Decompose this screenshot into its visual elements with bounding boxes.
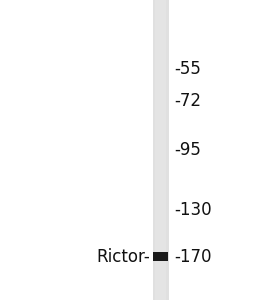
Bar	[153, 252, 168, 261]
Text: -95: -95	[174, 141, 201, 159]
Text: -130: -130	[174, 201, 212, 219]
Bar	[155, 0, 166, 300]
Bar	[153, 0, 169, 300]
Text: -170: -170	[174, 248, 212, 266]
Text: -55: -55	[174, 60, 201, 78]
Text: Rictor-: Rictor-	[96, 248, 150, 266]
Text: -72: -72	[174, 92, 201, 110]
